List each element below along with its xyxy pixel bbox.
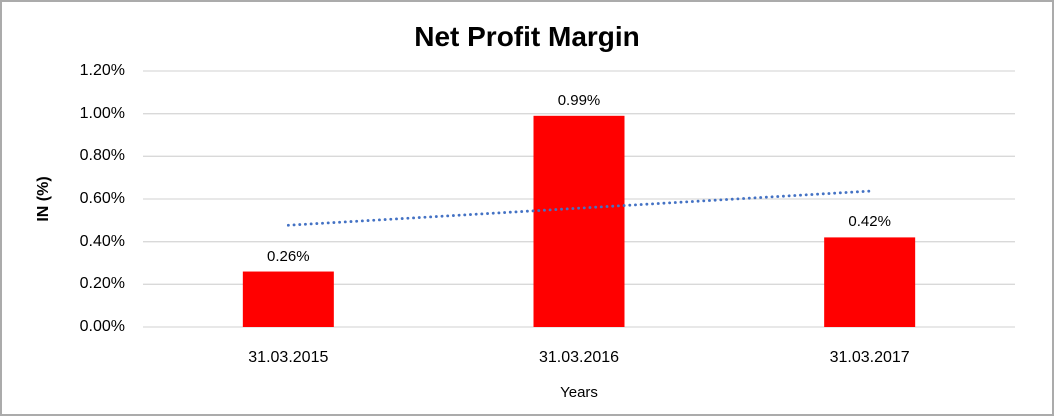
y-tick-label: 1.20% [79, 62, 125, 79]
y-tick-label: 1.00% [79, 104, 125, 122]
x-tick-label: 31.03.2016 [538, 349, 620, 366]
bar-31.03.2015 [242, 271, 334, 327]
y-tick-label: 0.00% [79, 318, 125, 335]
x-tick-label: 31.03.2015 [248, 349, 329, 366]
y-tick-label: 0.60% [79, 190, 125, 207]
bar-31.03.2017 [824, 237, 916, 327]
bar-data-label: 0.26% [267, 247, 310, 265]
bar-data-label: 0.99% [557, 91, 601, 109]
chart-title: Net Profit Margin [414, 21, 640, 52]
y-tick-label: 0.20% [79, 275, 125, 293]
trendline [286, 189, 872, 227]
y-tick-label: 0.80% [79, 147, 125, 165]
bar-data-label: 0.42% [848, 213, 891, 231]
bar-31.03.2016 [533, 115, 625, 327]
y-tick-label: 0.40% [79, 232, 125, 250]
x-axis-title: Years [560, 384, 598, 401]
x-tick-label: 31.03.2017 [829, 349, 910, 366]
